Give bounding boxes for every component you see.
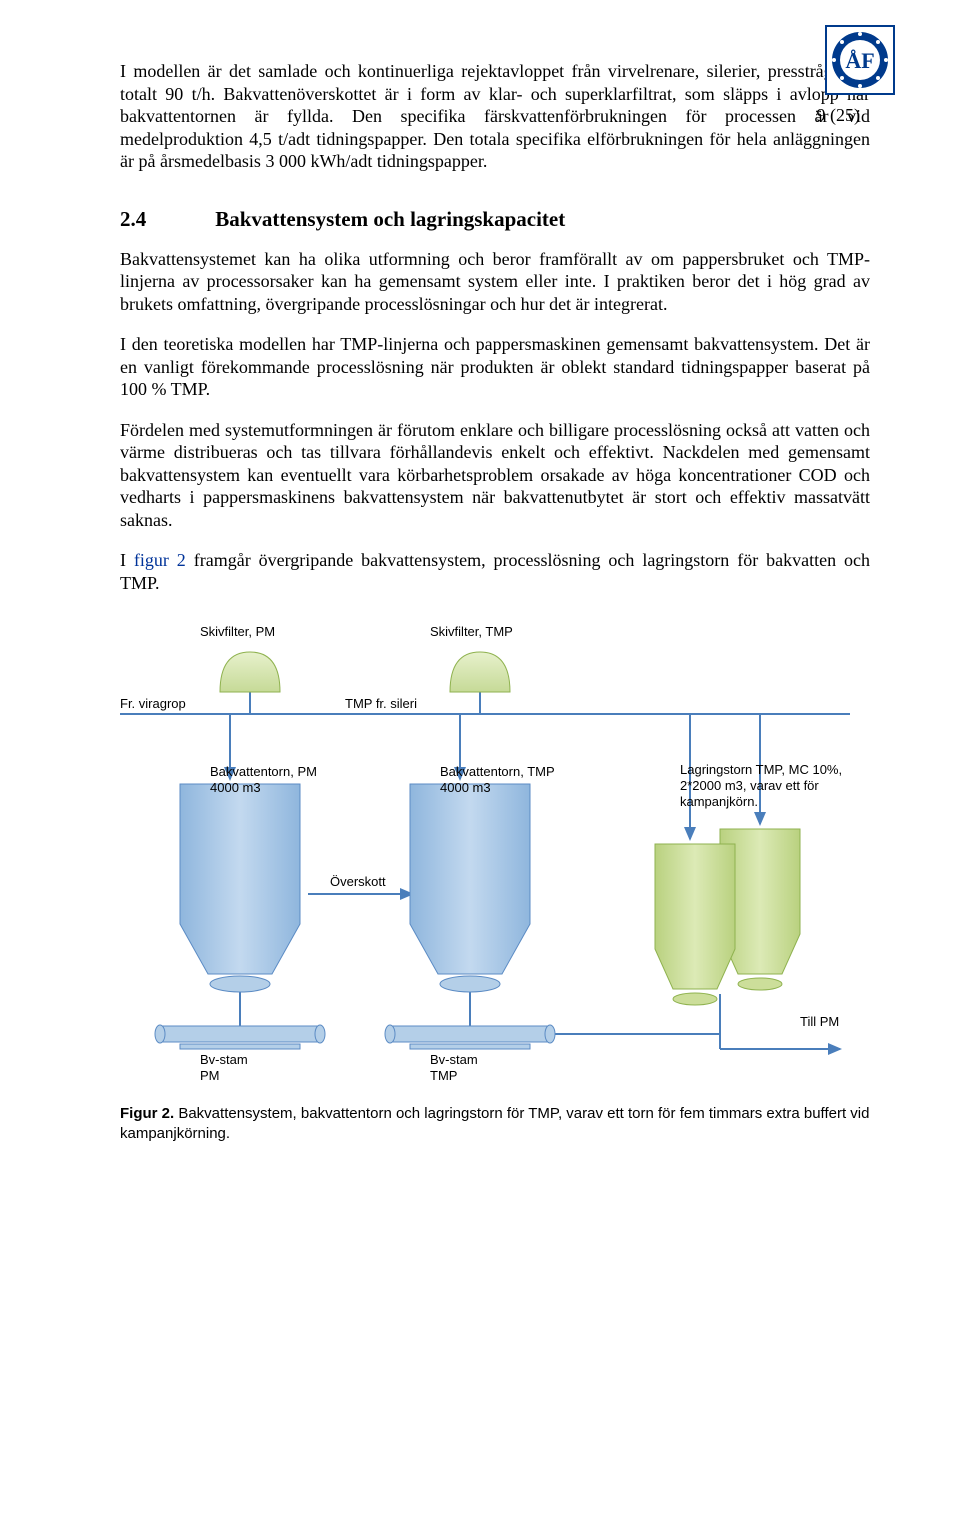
label-fr-viragrop: Fr. viragrop bbox=[120, 696, 186, 711]
label-skivfilter-pm: Skivfilter, PM bbox=[200, 624, 275, 639]
label-bvstam-pm-1: Bv-stam bbox=[200, 1052, 248, 1067]
company-logo: ÅF bbox=[825, 25, 895, 95]
paragraph-2: Bakvattensystemet kan ha olika utformnin… bbox=[120, 248, 870, 316]
label-bvstam-pm-2: PM bbox=[200, 1068, 220, 1083]
paragraph-1: I modellen är det samlade och kontinuerl… bbox=[120, 60, 870, 173]
label-bakvattentorn-pm-vol: 4000 m3 bbox=[210, 780, 261, 795]
page-number: 9 (25) bbox=[817, 105, 861, 126]
section-number: 2.4 bbox=[120, 207, 210, 232]
figure-reference: figur 2 bbox=[134, 550, 186, 570]
label-bakvattentorn-pm: Bakvattentorn, PM bbox=[210, 764, 317, 779]
figure-2-diagram: Skivfilter, PM Skivfilter, TMP Fr. virag… bbox=[120, 614, 880, 1094]
paragraph-3: I den teoretiska modellen har TMP-linjer… bbox=[120, 333, 870, 401]
label-bvstam-tmp-1: Bv-stam bbox=[430, 1052, 478, 1067]
section-title: Bakvattensystem och lagringskapacitet bbox=[215, 207, 565, 231]
paragraph-4: Fördelen med systemutformningen är förut… bbox=[120, 419, 870, 532]
label-lagringstorn-3: kampanjkörn. bbox=[680, 794, 758, 809]
section-heading: 2.4 Bakvattensystem och lagringskapacite… bbox=[120, 207, 870, 232]
label-till-pm: Till PM bbox=[800, 1014, 839, 1029]
figure-caption-label: Figur 2. bbox=[120, 1105, 174, 1122]
label-tmp-fr-sileri: TMP fr. sileri bbox=[345, 696, 417, 711]
label-bakvattentorn-tmp: Bakvattentorn, TMP bbox=[440, 764, 555, 779]
svg-text:ÅF: ÅF bbox=[845, 48, 874, 73]
figure-caption-text: Bakvattensystem, bakvattentorn och lagri… bbox=[120, 1105, 869, 1142]
paragraph-5: I figur 2 framgår övergripande bakvatten… bbox=[120, 549, 870, 594]
label-bvstam-tmp-2: TMP bbox=[430, 1068, 457, 1083]
label-skivfilter-tmp: Skivfilter, TMP bbox=[430, 624, 513, 639]
label-bakvattentorn-tmp-vol: 4000 m3 bbox=[440, 780, 491, 795]
label-lagringstorn-2: 2*2000 m3, varav ett för bbox=[680, 778, 819, 793]
label-lagringstorn-1: Lagringstorn TMP, MC 10%, bbox=[680, 762, 842, 777]
label-overskott: Överskott bbox=[330, 874, 386, 889]
figure-caption: Figur 2. Bakvattensystem, bakvattentorn … bbox=[120, 1104, 870, 1143]
